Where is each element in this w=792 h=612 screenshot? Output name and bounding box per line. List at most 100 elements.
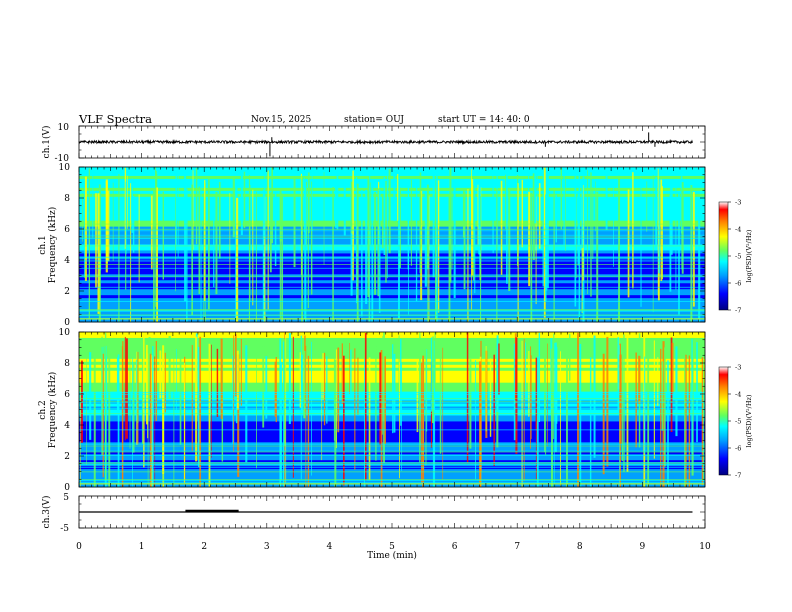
spec-streak <box>508 187 511 292</box>
spec-streak <box>475 360 477 480</box>
spec-streak <box>605 175 608 230</box>
spec-streak <box>568 333 571 381</box>
figure-title: VLF Spectra <box>79 112 153 126</box>
spec-streak <box>367 178 370 298</box>
spec-streak <box>323 172 325 265</box>
spec-band <box>79 355 705 360</box>
spec-streak <box>393 353 396 433</box>
spec-streak <box>197 347 200 467</box>
spec-streak <box>632 172 634 289</box>
spec-streak <box>528 350 530 417</box>
spec-streak <box>474 182 476 294</box>
spec-band <box>79 412 705 416</box>
ch1-ytick-top: 10 <box>58 123 70 133</box>
spec-streak <box>104 332 107 481</box>
spec-streak <box>343 355 345 486</box>
spec-band <box>79 358 705 363</box>
spec-band <box>79 340 705 345</box>
spec-streak <box>341 343 343 404</box>
spec-streak <box>416 361 419 433</box>
spec-streak <box>652 174 654 313</box>
spec-streak <box>263 196 266 322</box>
spec-streak <box>581 192 583 313</box>
spec-streak <box>535 196 537 305</box>
spec-streak <box>638 355 641 404</box>
spec-streak <box>553 333 555 440</box>
spec-band <box>79 379 705 384</box>
spec-streak <box>350 181 353 234</box>
spec-streak <box>125 181 127 255</box>
spec-streak <box>333 355 335 441</box>
spec-band <box>79 421 705 425</box>
spec-streak <box>132 358 133 487</box>
spec-streak <box>398 335 400 397</box>
spec-streak <box>249 184 251 302</box>
spec-streak <box>155 341 158 421</box>
spec-streak <box>554 342 557 453</box>
spec-band <box>79 424 705 428</box>
colorbar-tick-label: -6 <box>735 445 741 453</box>
spec-streak <box>384 356 386 445</box>
spec-band <box>79 337 705 342</box>
x-tick-labels: 0 1 2 3 4 5 6 7 8 9 10 <box>76 542 711 552</box>
x-tick-label: 0 <box>76 542 82 552</box>
spec-streak <box>621 352 624 462</box>
x-tick-label: 2 <box>201 542 207 552</box>
spec-streak <box>356 183 359 322</box>
spec-streak <box>660 348 662 487</box>
spec-streak <box>383 332 385 464</box>
spec-streak <box>354 348 356 470</box>
spec-streak <box>480 196 482 322</box>
spec-band <box>79 256 705 260</box>
spec-streak <box>525 342 526 390</box>
spec-streak <box>280 362 283 481</box>
spec-streak <box>304 186 307 322</box>
spec-streak <box>207 179 210 310</box>
spec-band <box>79 457 705 461</box>
spec-band <box>79 199 705 204</box>
spec-band <box>79 472 705 476</box>
spec-streak <box>108 358 111 487</box>
spec-streak <box>107 190 110 262</box>
spec-streak <box>691 338 693 454</box>
spec-streak <box>688 355 691 487</box>
spec-streak <box>355 176 358 304</box>
spec-streak <box>93 352 96 487</box>
spec-streak <box>262 189 265 322</box>
spec-streak <box>98 196 101 303</box>
spec-streak <box>300 354 303 412</box>
spec-streak <box>232 177 235 238</box>
spec-streak <box>218 181 221 259</box>
spec-streak <box>661 186 663 280</box>
ch2-spec-ylabel-freq: Frequency (kHz) <box>47 372 58 449</box>
spec-streak <box>667 360 669 487</box>
colorbar-ticks: -3 -4 -5 -6 -7 -3 -4 -5 -6 -7 <box>728 199 741 480</box>
spec-band <box>79 391 705 396</box>
spec-band <box>79 475 705 479</box>
spec-streak <box>589 357 592 487</box>
spec-streak <box>361 190 363 317</box>
spec-streak <box>240 175 243 236</box>
spec-band <box>79 439 705 443</box>
spec-streak <box>274 361 277 417</box>
x-tick-label: 1 <box>139 542 145 552</box>
spec-band <box>79 283 705 287</box>
spec-streak <box>627 189 630 298</box>
ch2-spec-ytick-2: 2 <box>64 452 70 462</box>
spec-streak <box>83 185 85 278</box>
spec-band <box>79 376 705 381</box>
ch1-spec-ytick-10: 10 <box>59 163 71 173</box>
spec-streak <box>255 191 257 322</box>
spec-band <box>79 196 705 201</box>
spec-streak <box>397 169 400 319</box>
spec-streak <box>401 362 402 472</box>
spec-band <box>79 292 705 296</box>
spec-streak <box>577 332 579 487</box>
spec-band <box>79 403 705 408</box>
spec-band <box>79 397 705 402</box>
spec-streak <box>292 336 294 478</box>
spec-streak <box>698 196 701 322</box>
spec-streak <box>690 185 693 322</box>
spec-streak <box>653 340 655 459</box>
spec-streak <box>307 355 310 487</box>
